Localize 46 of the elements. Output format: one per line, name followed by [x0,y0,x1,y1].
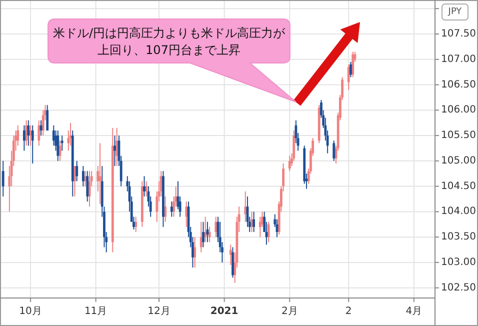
candlestick [267,221,270,243]
x-tick-label: 11月 [84,306,108,317]
y-tick-label: 103.00 [441,256,476,268]
y-tick-label: 105.50 [441,130,476,142]
candlestick [200,221,202,253]
candlestick [114,135,116,166]
candlestick [27,120,30,146]
candlestick [214,216,218,238]
candlestick [2,160,4,197]
annotation: 米ドル/円は円高圧力よりも米ドル高圧力が上回り、107円台まで上昇 [52,26,286,57]
y-tick-label: 107.00 [441,54,476,65]
candlestick [202,221,204,248]
y-tick-label: 104.50 [441,180,476,192]
x-tick-label: 10月 [19,306,42,317]
y-tick-label: 107.50 [441,28,476,40]
candlestick [229,244,232,266]
candlestick [332,140,336,162]
x-tick-label: 4月 [406,306,422,317]
x-tick-label: 2月 [281,306,298,317]
candlestick [232,246,234,278]
y-tick-label: 106.50 [441,79,476,90]
candlestick [60,135,64,152]
candlestick [86,170,89,202]
x-tick-label: 2 [345,306,352,317]
candlestick [46,104,49,131]
candlestick [252,211,256,232]
x-tick-label: 2021 [210,306,238,317]
candlestick [288,155,291,172]
y-axis-title: JPY [447,7,462,17]
y-tick-label: 105.00 [441,155,476,166]
candlestick [143,176,146,197]
y-tick-label: 104.00 [441,206,476,218]
x-tick-label: 12月 [148,306,170,317]
candlestick [31,124,34,164]
candlestick [22,124,26,152]
candlestick [208,226,211,243]
candlestick [244,190,247,222]
y-tick-label: 103.50 [441,232,476,243]
candlestick [350,61,352,78]
candlestick [38,120,40,146]
candlestick [347,64,350,90]
candlestick [185,201,188,228]
y-tick-label: 102.50 [441,282,476,294]
y-tick-label: 106.00 [441,104,476,116]
candlestick [170,201,173,218]
candlestick [56,130,60,162]
